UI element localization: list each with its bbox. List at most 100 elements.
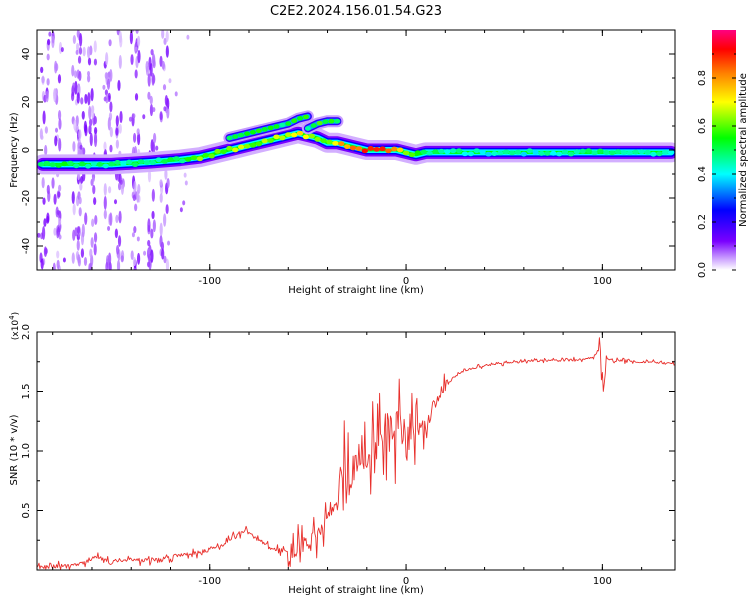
heatmap-ridge-blob [202,152,210,158]
heatmap-noise-mark [93,40,97,53]
heatmap-noise-mark [75,115,79,127]
heatmap-noise-mark [55,127,59,133]
heatmap-ridge-blob [243,143,251,149]
heatmap-noise-mark [48,31,52,37]
heatmap-noise-mark [136,35,141,47]
heatmap-noise-mark [131,232,135,238]
heatmap-ridge-blob [55,163,62,168]
heatmap-noise-mark [167,240,171,246]
heatmap-ridge-blob [173,156,180,162]
heatmap-noise-mark [71,91,75,102]
heatmap-ridge-blob [308,133,316,139]
heatmap-ridge-blob [343,144,351,150]
heatmap-ridge-blob [614,149,622,155]
heatmap-ridge [37,123,675,175]
heatmap-y-tick-label: 40 [21,48,32,61]
heatmap-noise-mark [137,132,141,146]
heatmap-ridge-blob [326,139,333,145]
heatmap-noise-mark [79,33,83,47]
heatmap-noise-mark [132,132,137,143]
heatmap-noise-mark [45,90,49,103]
heatmap-branch-blob [304,126,311,131]
heatmap-noise-mark [159,192,163,203]
heatmap-noise-mark [91,218,95,228]
heatmap-noise-mark [40,258,44,270]
heatmap-noise-mark [87,74,91,83]
heatmap-noise-mark [57,217,62,226]
heatmap-ridge-blob [143,160,151,165]
heatmap-noise-mark [119,179,123,185]
heatmap-noise-mark [174,91,178,97]
heatmap-noise-mark [53,193,57,205]
heatmap-ridge-blob [603,150,610,155]
heatmap-ridge-blob [432,149,439,155]
heatmap-noise-mark [133,226,137,234]
heatmap-branch [223,110,314,144]
heatmap-noise-mark [132,194,136,202]
heatmap-noise-mark [104,89,109,96]
heatmap-noise-mark [72,82,76,88]
heatmap-noise-mark [102,84,106,90]
heatmap-noise-mark [150,228,154,239]
snr-y-tick-label: 0.5 [21,503,32,519]
heatmap-noise-mark [91,108,95,119]
heatmap-noise-mark [165,258,170,270]
heatmap-noise-mark [136,189,140,203]
heatmap-noise-mark [136,128,140,135]
snr-y-tick-label: 2.0 [21,324,32,340]
heatmap-noise-mark [115,115,119,127]
heatmap-x-tick-label: 0 [403,276,409,287]
heatmap-ridge-blob [49,162,56,168]
heatmap-y-axis-label: Frequency (Hz) [9,112,20,188]
heatmap-noise-mark [145,65,150,76]
heatmap-ridge-blob [61,161,68,167]
heatmap-ridge-blob [232,147,239,153]
heatmap-ridge-blob [90,161,98,167]
heatmap-noise-mark [77,141,81,155]
heatmap-noise-mark [114,199,118,205]
heatmap-x-axis-label: Height of straight line (km) [288,285,424,296]
heatmap-ridge-blob [544,151,551,156]
heatmap-ridge-blob [532,149,539,155]
heatmap-ridge-blob [502,149,510,155]
heatmap-ridge-blob [661,149,669,155]
heatmap-noise-mark [118,123,122,134]
heatmap-noise-mark [58,184,62,192]
heatmap-noise-mark [163,213,167,227]
heatmap-noise-mark [105,261,109,270]
heatmap-branch-blob [285,121,292,126]
heatmap-noise-mark [78,196,82,205]
heatmap-ridge-blob [220,149,227,155]
snr-y-tick-label: 1.5 [21,384,32,400]
snr-y-multiplier: (x104) [8,312,21,340]
heatmap-noise-mark [83,256,88,266]
heatmap-noise-mark [46,212,50,223]
heatmap-noise-mark [87,71,91,77]
heatmap-branch-blob [316,120,323,126]
heatmap-noise-mark [147,218,151,233]
heatmap-ridge-blob [667,150,675,155]
heatmap-noise-mark [86,46,91,59]
heatmap-ridge-blob [320,138,327,144]
heatmap-noise-mark [116,259,121,270]
heatmap-noise-mark [134,203,138,212]
heatmap-ridge-blob [367,146,374,151]
heatmap-y-tick-label: 0 [21,147,32,153]
heatmap-ridge-blob [237,144,245,150]
heatmap-noise-mark [93,58,98,66]
heatmap-noise-mark [106,78,111,90]
heatmap-branch-blob [328,118,335,124]
heatmap-noise-mark [152,219,156,233]
heatmap-noise-mark [80,97,84,105]
heatmap-noise-mark [60,47,64,53]
heatmap-ridge-blob [332,140,339,146]
heatmap-ridge-blob [155,157,162,163]
heatmap-noise-mark [166,177,170,189]
heatmap-noise-mark [134,69,138,79]
heatmap-ridge-blob [285,132,292,138]
heatmap-noise-mark [117,235,122,247]
heatmap-ridge-blob [296,130,304,136]
heatmap-noise-mark [78,129,82,140]
heatmap-branch-blob [297,116,304,121]
heatmap-ridge-blob [438,148,445,154]
